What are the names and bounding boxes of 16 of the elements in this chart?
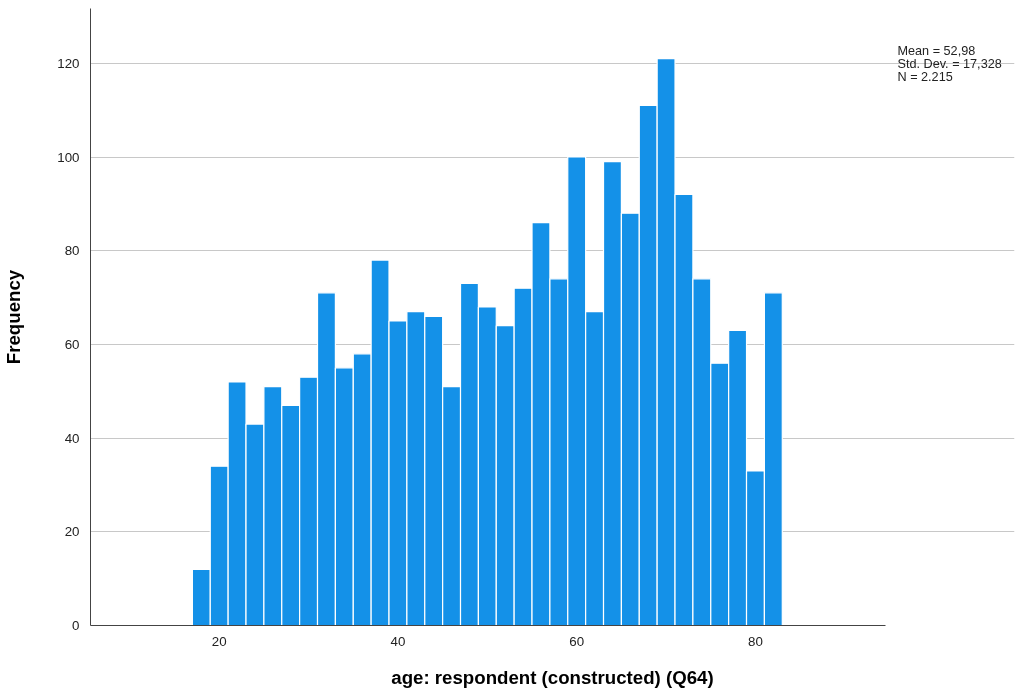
x-tick-label: 20: [211, 633, 227, 649]
x-axis-title: age: respondent (constructed) (Q64): [391, 666, 714, 688]
y-tick-label: 100: [57, 149, 80, 165]
y-axis-title: Frequency: [3, 269, 25, 365]
y-tick-label: 0: [72, 618, 80, 633]
text: Mean = 52,98: [897, 43, 976, 58]
x-tick-label: 60: [569, 633, 585, 649]
x-tick-label: 80: [748, 633, 763, 649]
y-tick-label: 20: [64, 524, 80, 540]
y-tick-label: 60: [64, 336, 80, 352]
x-tick-label: 40: [390, 633, 406, 649]
y-tick-label: 80: [64, 243, 80, 259]
text: N = 2.215: [897, 69, 953, 84]
y-tick-label: 40: [64, 430, 80, 446]
y-tick-label: 120: [57, 55, 80, 71]
text: Std. Dev. = 17,328: [897, 56, 1002, 71]
